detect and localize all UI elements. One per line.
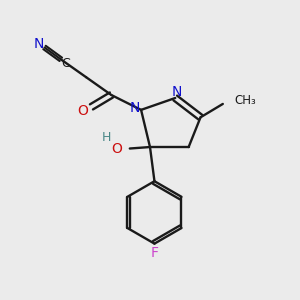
Text: H: H [102,131,112,144]
Text: F: F [151,246,158,260]
Text: CH₃: CH₃ [235,94,256,107]
Text: N: N [172,85,182,99]
Text: C: C [61,57,70,70]
Text: O: O [78,104,88,118]
Text: N: N [129,101,140,115]
Text: N: N [34,38,44,52]
Text: O: O [111,142,122,155]
